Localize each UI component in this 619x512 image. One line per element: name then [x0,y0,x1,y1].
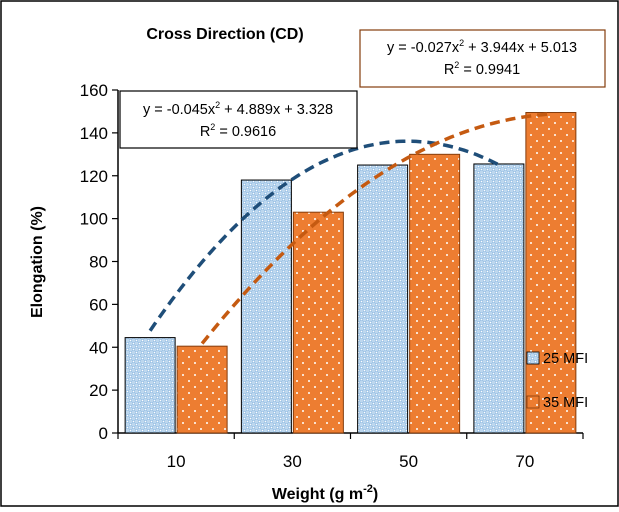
legend-item-35: 35 MFI [526,395,588,411]
equation-35: y = -0.027x2 + 3.944x + 5.013 [387,38,577,56]
equation-box-25 [119,90,358,149]
chart-title: Cross Direction (CD) [146,26,303,43]
bar-35-mfi-10 [176,345,228,434]
y-tick-label: 160 [80,81,108,100]
equation-25: y = -0.045x2 + 4.889x + 3.328 [143,100,333,118]
x-axis-title: Weight (g m-2) [272,483,378,503]
r-squared-25: R2 = 0.9616 [200,122,276,140]
y-tick-label: 40 [89,338,108,357]
bar-25-mfi-30 [240,179,292,434]
legend: 25 MFI 35 MFI [526,351,588,411]
r-squared-35: R2 = 0.9941 [444,60,520,78]
equation-box-35 [359,29,606,88]
x-tick-label: 30 [283,452,302,471]
trendline-25-mfi [148,139,500,332]
trendline-equation-35: y = -0.027x2 + 3.944x + 5.013 R2 = 0.994… [359,29,606,88]
bar-25-mfi-50 [357,164,409,434]
bar-35-mfi-70 [525,112,577,434]
legend-item-25: 25 MFI [526,351,588,367]
x-tick-label: 50 [399,452,418,471]
y-axis: 0 20 40 60 80 100 120 140 160 [80,81,119,443]
y-axis-title: Elongation (%) [29,206,46,318]
y-tick-label: 20 [89,381,108,400]
x-axis-title-close: ) [373,486,378,503]
trendlines [148,112,552,345]
y-tick-label: 60 [89,295,108,314]
y-tick-label: 100 [80,210,108,229]
legend-swatch-35 [526,395,540,409]
y-tick-label: 120 [80,167,108,186]
bar-25-mfi-10 [124,337,176,434]
y-tick-label: 80 [89,253,108,272]
bar-35-mfi-30 [292,211,344,434]
bar-35-mfi-50 [409,153,461,434]
legend-label-25: 25 MFI [543,351,588,367]
x-axis-title-sup: -2 [363,483,373,495]
trendline-35-mfi [200,112,552,345]
y-tick-label: 140 [80,124,108,143]
legend-swatch-25 [526,351,540,365]
y-tick-label: 0 [99,424,108,443]
bar-25-mfi-70 [473,163,525,434]
legend-label-35: 35 MFI [543,395,588,411]
x-tick-label: 10 [167,452,186,471]
bars [124,112,577,434]
trendline-equation-25: y = -0.045x2 + 4.889x + 3.328 R2 = 0.961… [119,90,358,149]
x-axis-title-main: Weight (g m [272,486,363,503]
x-tick-label: 70 [515,452,534,471]
